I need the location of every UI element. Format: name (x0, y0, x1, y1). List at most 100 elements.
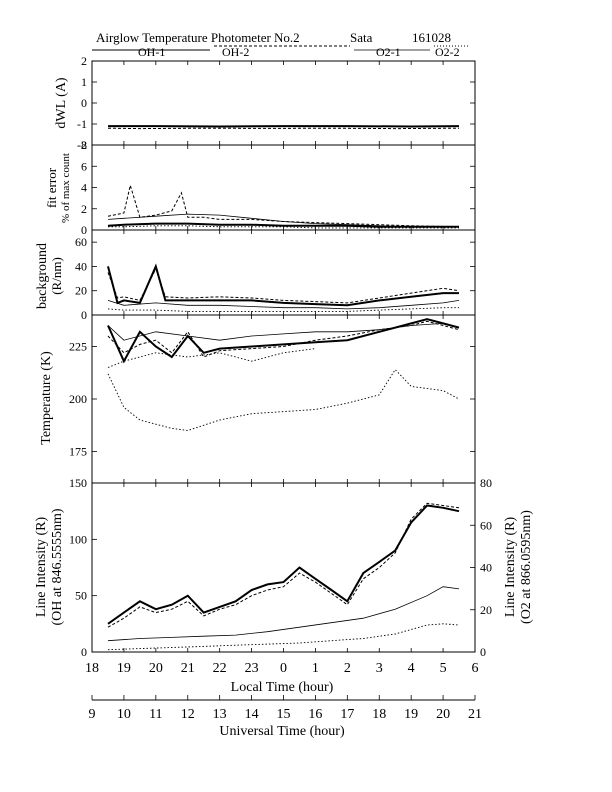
dwl-ytick-label: -1 (77, 117, 87, 131)
universal-time-tick-label: 19 (404, 707, 418, 722)
fit_error-ytick-label: 0 (81, 223, 87, 237)
background-ytick-label: 20 (75, 284, 87, 298)
background-ytick-label: 40 (75, 259, 87, 273)
fit_error-ytick-label: 6 (81, 159, 87, 173)
dwl-panel: -2 -1 0 1 2 (77, 54, 476, 152)
background-series-oh-2 (107, 267, 460, 304)
local-time-tick-label: 23 (245, 661, 259, 676)
background-series-o2-2 (107, 307, 459, 312)
universal-time-tick-label: 14 (245, 707, 259, 722)
local-time-tick-label: 18 (85, 661, 99, 676)
line_intensity-ytick-right-label: 20 (480, 603, 492, 617)
local-time-tick-label: 1 (312, 661, 319, 676)
local-time-tick-label: 21 (181, 661, 195, 676)
site-name: Sata (350, 30, 373, 45)
universal-time-axis: 9 10 11 12 13 14 15 16 17 18 19 20 21 (89, 695, 482, 722)
fit_error-frame (91, 144, 476, 231)
fit_error-series-oh-1 (107, 222, 459, 228)
universal-time-tick-label: 17 (340, 707, 354, 722)
line_intensity-ytick-label: 50 (75, 589, 87, 603)
fit_error-series-o2-2 (108, 225, 459, 229)
universal-time-tick-label: 13 (213, 707, 227, 722)
temperature-series-oh-1 (107, 318, 460, 364)
temperature-ytick-label: 175 (69, 445, 87, 459)
temperature-panel: 175 200 225 (69, 314, 476, 484)
legend-label-o21: O2-1 (376, 45, 401, 59)
legend-label-o22: O2-2 (435, 45, 460, 59)
background-ylabel-2: (R/nm) (49, 257, 64, 295)
fit_error-series-oh-2 (107, 183, 460, 228)
universal-time-tick-label: 15 (277, 707, 291, 722)
fit_error-series-o2-1 (107, 213, 459, 228)
background-series-oh-1 (107, 263, 459, 307)
local-time-tick-label: 19 (117, 661, 131, 676)
temperature-ylabel: Temperature (K) (39, 351, 54, 445)
temperature-series-oh-2 (107, 320, 460, 358)
line_intensity-series-oh-1 (107, 504, 460, 625)
universal-time-tick-label: 16 (308, 707, 322, 722)
line_intensity-ytick-label: 0 (81, 645, 87, 659)
universal-time-tick-label: 11 (149, 707, 162, 722)
intensity-ylabel-1: Line Intensity (R) (34, 517, 49, 618)
temperature-series-o2-2 (107, 368, 460, 431)
universal-time-tick-label: 21 (468, 707, 482, 722)
line_intensity-series-o2-2 (107, 623, 460, 651)
temperature-ytick-label: 225 (69, 340, 87, 354)
line_intensity-ytick-right-label: 80 (480, 476, 492, 490)
fit_error-ytick-label: 8 (81, 138, 87, 152)
dwl-ytick-label: 0 (81, 96, 87, 110)
line_intensity-series-oh-2 (107, 502, 460, 628)
local-time-tick-label: 2 (344, 661, 351, 676)
temperature-ytick-label: 200 (69, 392, 87, 406)
dwl-ytick-label: 1 (81, 75, 87, 89)
background-ylabel-1: background (35, 243, 50, 309)
line_intensity-ytick-right-label: 0 (480, 645, 486, 659)
local-time-tick-label: 20 (149, 661, 163, 676)
fit-error-ylabel-2: % of max count (60, 153, 72, 223)
local-time-tick-label: 4 (408, 661, 415, 676)
line-intensity-panel: 0 50 100 150 0 20 40 60 80 (69, 476, 492, 659)
line_intensity-ytick-right-label: 40 (480, 561, 492, 575)
universal-time-tick-label: 12 (181, 707, 195, 722)
figure-title: Airglow Temperature Photometer No.2 (96, 30, 300, 45)
fit_error-ytick-label: 2 (81, 202, 87, 216)
line_intensity-ytick-label: 150 (69, 476, 87, 490)
background-series-o2-1 (107, 300, 460, 310)
date-code: 161028 (412, 30, 451, 45)
local-time-tick-label: 3 (376, 661, 383, 676)
background-ytick-label: 60 (75, 235, 87, 249)
fit_error-ytick-label: 4 (81, 181, 87, 195)
dwl-ytick-label: 2 (81, 54, 87, 68)
background-ytick-label: 0 (81, 308, 87, 322)
intensity-ylabel-right-1: Line Intensity (R) (503, 517, 518, 618)
dwl-ytick-label: -2 (77, 138, 87, 152)
universal-time-tick-label: 20 (436, 707, 450, 722)
fit-error-ylabel-1: fit error (44, 167, 59, 208)
legend: OH-1 OH-2 O2-1 O2-2 (92, 45, 470, 59)
legend-label-oh1: OH-1 (138, 45, 165, 59)
universal-time-label: Universal Time (hour) (219, 724, 345, 739)
local-time-tick-label: 5 (440, 661, 447, 676)
line_intensity-frame (91, 482, 476, 653)
intensity-ylabel-right-2: (O2 at 866.0595nm) (519, 510, 534, 624)
local-time-axis: 18 19 20 21 22 23 0 1 2 3 4 5 6 (85, 661, 479, 676)
local-time-tick-label: 6 (472, 661, 479, 676)
local-time-label: Local Time (hour) (231, 680, 334, 695)
line_intensity-series-o2-1 (107, 586, 460, 642)
background-panel: 0 20 40 60 (75, 229, 476, 322)
temperature-series-o2-2b (107, 348, 316, 368)
local-time-tick-label: 22 (213, 661, 227, 676)
intensity-ylabel-2: (OH at 846.5555nm) (50, 508, 65, 625)
line_intensity-ytick-right-label: 60 (480, 518, 492, 532)
universal-time-tick-label: 10 (117, 707, 131, 722)
universal-time-tick-label: 18 (372, 707, 386, 722)
fit-error-panel: 0 2 4 6 8 (81, 138, 476, 237)
temperature-series-o2-1 (107, 322, 460, 341)
line_intensity-ytick-label: 100 (69, 532, 87, 546)
dwl-frame (91, 60, 476, 146)
local-time-tick-label: 0 (280, 661, 287, 676)
dwl-ylabel: dWL (A) (54, 77, 69, 129)
universal-time-tick-label: 9 (89, 707, 96, 722)
legend-label-oh2: OH-2 (222, 45, 249, 59)
